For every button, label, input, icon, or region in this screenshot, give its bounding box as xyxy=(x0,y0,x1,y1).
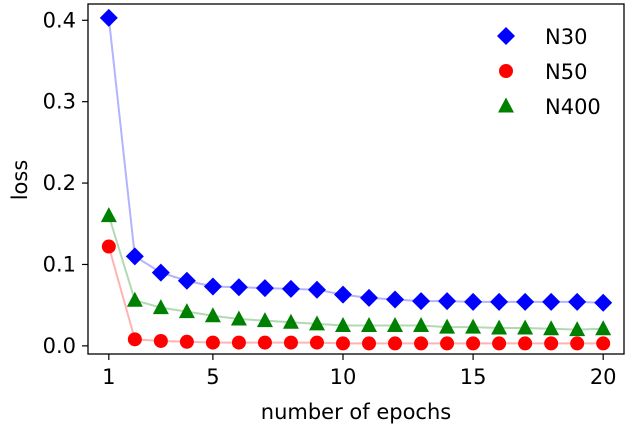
data-point-n30 xyxy=(542,292,561,311)
data-point-n400 xyxy=(100,207,117,223)
data-point-n400 xyxy=(230,310,247,326)
data-point-n400 xyxy=(308,315,325,331)
x-tick-label: 15 xyxy=(460,365,487,389)
data-point-n400 xyxy=(465,318,482,334)
data-point-n30 xyxy=(412,292,431,311)
data-point-n50 xyxy=(257,335,272,350)
data-point-n30 xyxy=(229,278,248,297)
data-point-n400 xyxy=(282,313,299,329)
data-point-n30 xyxy=(151,263,170,282)
data-point-n400 xyxy=(491,319,508,335)
data-point-n50 xyxy=(153,333,168,348)
x-axis-ticks: 1 5 10 15 20 xyxy=(102,354,617,389)
data-point-n50 xyxy=(466,336,481,351)
data-point-n50 xyxy=(570,336,585,351)
data-point-n30 xyxy=(307,280,326,299)
x-tick-label: 5 xyxy=(206,365,219,389)
data-point-n400 xyxy=(361,317,378,333)
data-point-n30 xyxy=(516,292,535,311)
data-point-n50 xyxy=(335,336,350,351)
data-point-n50 xyxy=(518,336,533,351)
data-point-n30 xyxy=(594,293,613,312)
data-point-n50 xyxy=(414,336,429,351)
data-point-n400 xyxy=(178,303,195,319)
data-point-n30 xyxy=(568,292,587,311)
x-tick-label: 10 xyxy=(330,365,357,389)
data-point-n30 xyxy=(281,279,300,298)
x-axis-label: number of epochs xyxy=(261,400,451,424)
y-tick-label: 0.4 xyxy=(43,8,76,32)
legend: N30 N50 N400 xyxy=(497,25,601,119)
y-tick-label: 0.2 xyxy=(43,171,76,195)
data-point-n400 xyxy=(256,312,273,328)
data-point-n50 xyxy=(101,239,116,254)
data-point-n30 xyxy=(203,277,222,296)
data-point-n30 xyxy=(255,279,274,298)
data-point-n30 xyxy=(464,292,483,311)
y-tick-label: 0.0 xyxy=(43,334,76,358)
data-point-n30 xyxy=(177,271,196,290)
y-axis-ticks: 0.0 0.1 0.2 0.3 0.4 xyxy=(43,8,88,358)
data-point-n400 xyxy=(543,320,560,336)
x-tick-label: 20 xyxy=(590,365,617,389)
data-point-n400 xyxy=(152,299,169,315)
data-point-n50 xyxy=(388,336,403,351)
legend-label-n50: N50 xyxy=(545,60,587,84)
data-point-n400 xyxy=(413,317,430,333)
data-point-n400 xyxy=(387,317,404,333)
data-point-n30 xyxy=(360,288,379,307)
data-point-n50 xyxy=(231,335,246,350)
data-point-n50 xyxy=(283,335,298,350)
data-point-n30 xyxy=(333,285,352,304)
data-point-n400 xyxy=(126,291,143,307)
data-point-n400 xyxy=(517,319,534,335)
y-axis-label: loss xyxy=(8,160,32,201)
data-point-n30 xyxy=(438,292,457,311)
data-point-n50 xyxy=(309,335,324,350)
data-point-n400 xyxy=(439,318,456,334)
legend-marker-n30 xyxy=(497,27,515,45)
legend-label-n400: N400 xyxy=(545,95,601,119)
data-point-n50 xyxy=(440,336,455,351)
series-layer xyxy=(99,8,613,351)
plot-frame xyxy=(87,3,625,355)
data-point-n50 xyxy=(544,336,559,351)
data-point-n50 xyxy=(205,335,220,350)
data-point-n400 xyxy=(569,321,586,337)
legend-marker-n50 xyxy=(499,64,513,78)
data-point-n30 xyxy=(386,290,405,309)
legend-label-n30: N30 xyxy=(545,25,587,49)
data-point-n50 xyxy=(492,336,507,351)
data-point-n400 xyxy=(334,317,351,333)
data-point-n50 xyxy=(127,332,142,347)
data-point-n400 xyxy=(595,320,612,336)
series-line-n30 xyxy=(107,17,604,304)
data-point-n30 xyxy=(490,292,509,311)
y-tick-label: 0.1 xyxy=(43,252,76,276)
data-point-n30 xyxy=(99,8,118,27)
data-point-n400 xyxy=(204,307,221,323)
legend-marker-n400 xyxy=(498,97,514,113)
y-tick-label: 0.3 xyxy=(43,90,76,114)
data-point-n50 xyxy=(596,336,611,351)
data-point-n50 xyxy=(362,336,377,351)
x-tick-label: 1 xyxy=(102,365,115,389)
data-point-n30 xyxy=(125,247,144,266)
data-point-n50 xyxy=(179,334,194,349)
